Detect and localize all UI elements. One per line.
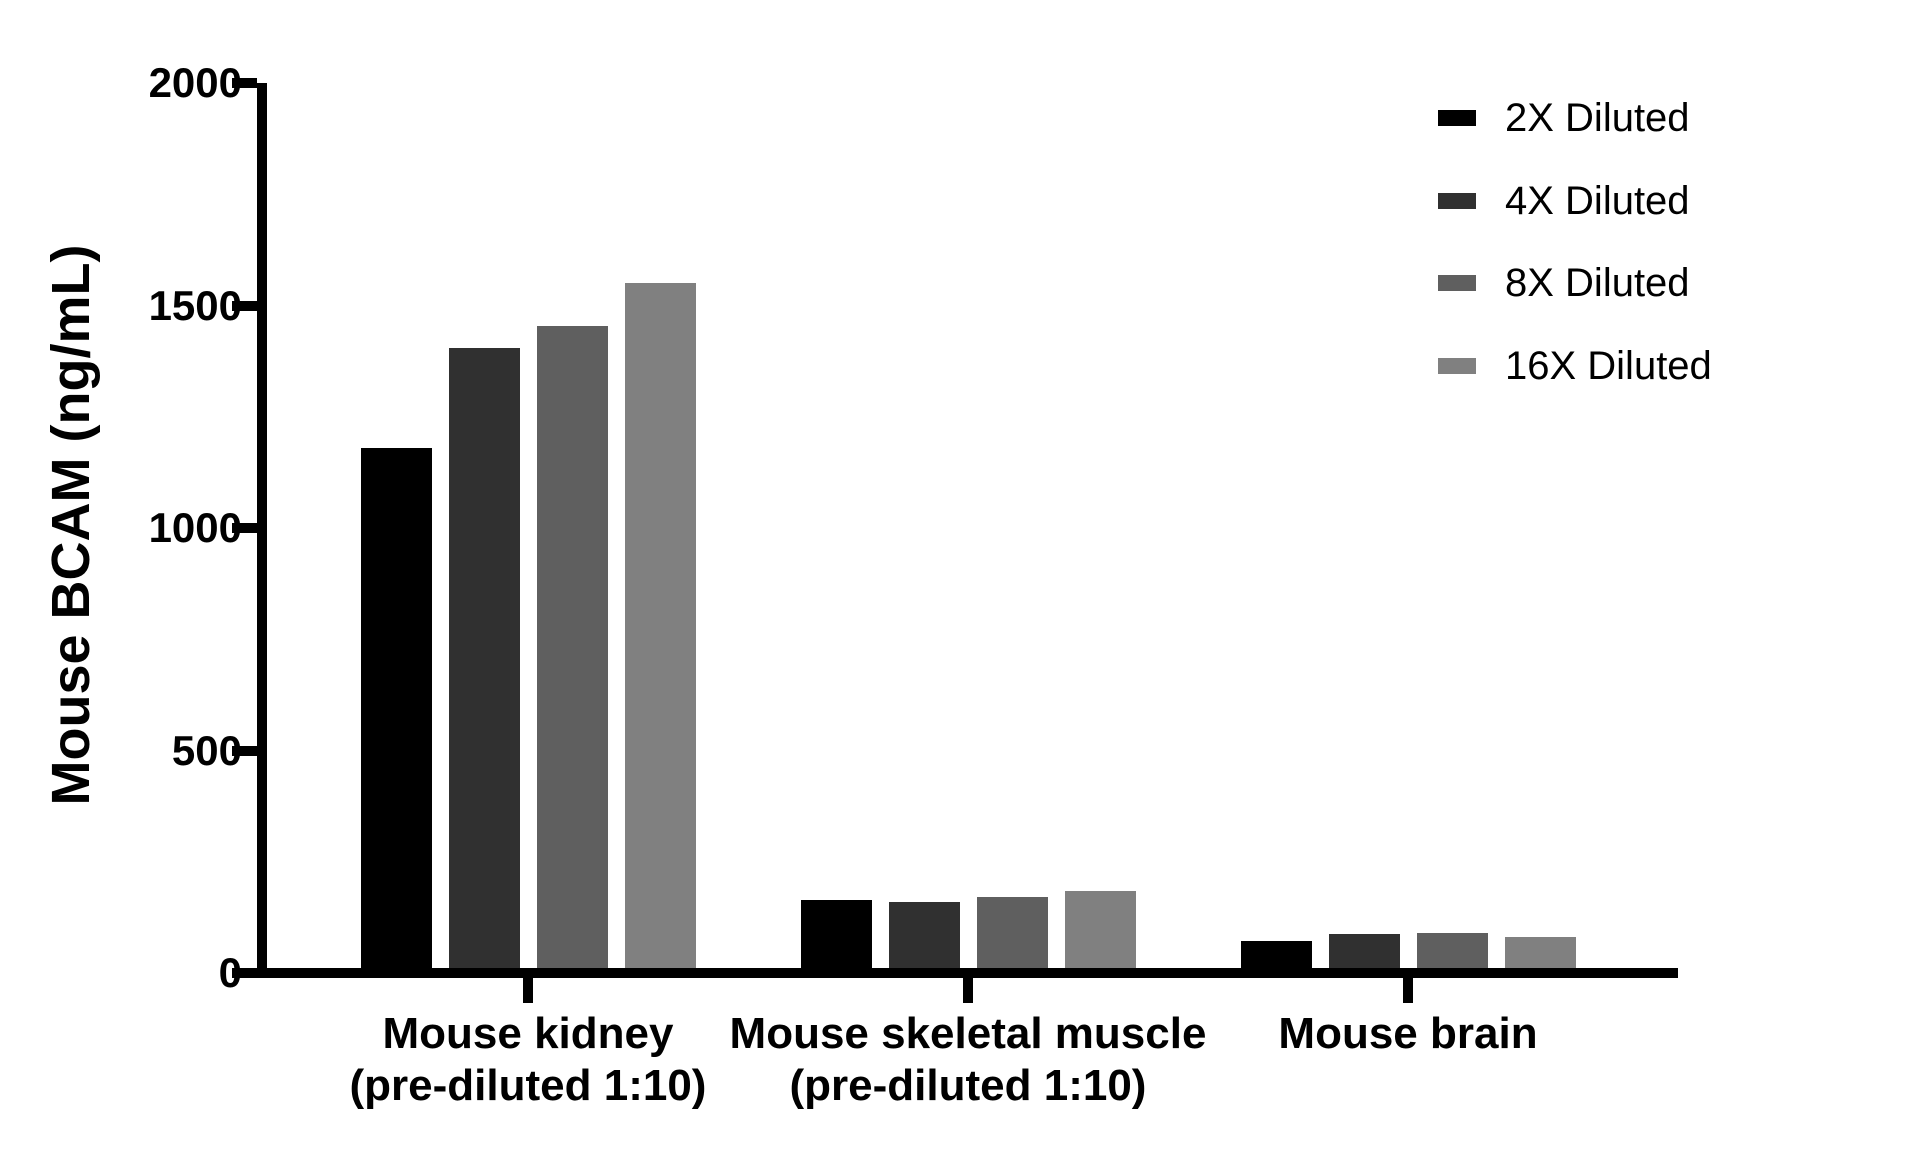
y-tick-mark bbox=[232, 78, 257, 88]
y-tick-label: 1000 bbox=[148, 504, 242, 551]
legend-item-4x: 4X Diluted bbox=[1438, 171, 1690, 231]
bar-8x-group2 bbox=[976, 897, 1048, 973]
bar-4x-group1 bbox=[448, 347, 520, 973]
x-tick-mark bbox=[1403, 978, 1413, 1003]
y-tick-mark bbox=[232, 523, 257, 533]
y-tick-mark bbox=[232, 300, 257, 311]
y-tick-label: 0 bbox=[218, 949, 242, 996]
y-tick-label: 500 bbox=[171, 726, 242, 774]
bar-2x-group3 bbox=[1240, 940, 1312, 973]
legend-swatch-icon bbox=[1438, 110, 1476, 126]
legend-item-8x: 8X Diluted bbox=[1438, 253, 1690, 313]
legend-item-16x: 16X Diluted bbox=[1438, 336, 1712, 396]
x-category-label: Mouse skeletal muscle (pre-diluted 1:10) bbox=[729, 1009, 1207, 1110]
y-tick-label: 2000 bbox=[148, 59, 242, 106]
bar-2x-group1 bbox=[360, 447, 432, 973]
x-axis-line bbox=[257, 968, 1678, 978]
bar-4x-group3 bbox=[1328, 933, 1400, 973]
legend-label: 8X Diluted bbox=[1505, 261, 1690, 305]
x-category-label: Mouse kidney (pre-diluted 1:10) bbox=[349, 1009, 707, 1110]
x-tick-mark bbox=[523, 978, 533, 1003]
legend-label: 4X Diluted bbox=[1505, 178, 1690, 223]
y-tick-label: 1500 bbox=[148, 281, 242, 329]
legend-swatch-icon bbox=[1438, 192, 1476, 209]
legend-swatch-icon bbox=[1438, 357, 1476, 374]
legend-item-2x: 2X Diluted bbox=[1438, 88, 1690, 148]
y-axis-line bbox=[257, 83, 267, 978]
bar-2x-group2 bbox=[800, 899, 872, 973]
bar-16x-group3 bbox=[1504, 937, 1576, 973]
bar-16x-group1 bbox=[624, 283, 696, 973]
bar-16x-group2 bbox=[1064, 890, 1136, 973]
x-tick-mark bbox=[963, 978, 973, 1003]
legend-label: 16X Diluted bbox=[1505, 343, 1712, 388]
x-category-label: Mouse brain bbox=[1278, 1009, 1538, 1058]
bar-8x-group3 bbox=[1416, 932, 1488, 973]
legend-label: 2X Diluted bbox=[1505, 96, 1690, 140]
bar-4x-group2 bbox=[888, 901, 960, 973]
y-tick-mark bbox=[232, 968, 257, 978]
bar-8x-group1 bbox=[536, 325, 608, 973]
legend-swatch-icon bbox=[1438, 275, 1476, 291]
y-tick-mark bbox=[232, 745, 257, 756]
